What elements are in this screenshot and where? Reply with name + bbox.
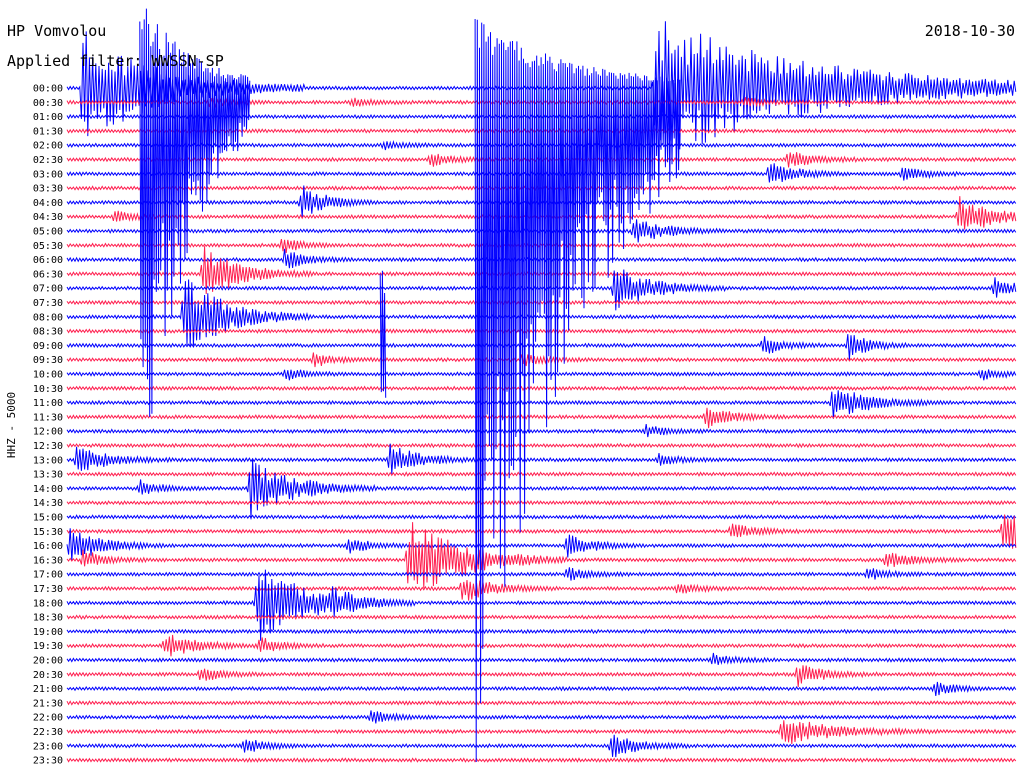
row-time-label: 01:30 [33, 126, 63, 137]
trace-line [66, 246, 1017, 295]
trace-line [66, 369, 1017, 381]
row-time-label: 09:00 [33, 341, 63, 352]
trace-line [66, 328, 1017, 334]
row-time-label: 12:30 [33, 441, 63, 452]
row-time-label: 06:30 [33, 269, 63, 280]
trace-line [66, 528, 1017, 562]
row-time-label: 11:30 [33, 412, 63, 423]
row-time-label: 21:00 [33, 684, 63, 695]
row-time-label: 17:30 [33, 584, 63, 595]
row-time-label: 06:00 [33, 255, 63, 266]
row-time-label: 12:00 [33, 427, 63, 438]
row-time-label: 13:30 [33, 470, 63, 481]
trace-line [66, 514, 1017, 520]
trace-line [66, 239, 1017, 254]
row-time-label: 18:00 [33, 598, 63, 609]
large-event-trace [474, 18, 681, 763]
row-time-label: 22:00 [33, 713, 63, 724]
trace-line [66, 665, 1017, 687]
trace-line [66, 424, 1017, 438]
row-time-label: 14:30 [33, 498, 63, 509]
large-event-trace [139, 8, 251, 417]
trace-line [66, 299, 1017, 306]
row-time-label: 23:00 [33, 741, 63, 752]
trace-line [66, 734, 1017, 758]
trace-layer [66, 8, 1017, 763]
row-time-label: 05:00 [33, 227, 63, 238]
row-time-label: 20:30 [33, 670, 63, 681]
trace-line [66, 634, 1017, 657]
row-time-label: 13:00 [33, 455, 63, 466]
row-time-label: 04:00 [33, 198, 63, 209]
y-axis-label: HHZ - 5000 [5, 392, 18, 458]
trace-line [66, 458, 1017, 520]
trace-line [66, 499, 1017, 506]
row-time-label: 20:00 [33, 656, 63, 667]
trace-line [66, 443, 1017, 474]
trace-line [66, 514, 1017, 549]
row-time-label: 11:00 [33, 398, 63, 409]
trace-line [66, 681, 1017, 696]
row-time-label: 16:00 [33, 541, 63, 552]
row-time-label: 10:00 [33, 370, 63, 381]
row-time-label: 19:00 [33, 627, 63, 638]
station-title: HP Vomvolou [7, 22, 106, 40]
trace-line [66, 580, 1017, 601]
trace-line [66, 652, 1017, 665]
trace-line [66, 710, 1017, 724]
row-time-label: 07:00 [33, 284, 63, 295]
row-time-label: 04:30 [33, 212, 63, 223]
trace-line [66, 567, 1017, 581]
trace-line [66, 279, 1017, 347]
trace-line [66, 352, 1017, 368]
row-time-label: 03:30 [33, 184, 63, 195]
trace-line [66, 757, 1017, 763]
row-time-label: 09:30 [33, 355, 63, 366]
trace-line [66, 614, 1017, 620]
trace-line [66, 569, 1017, 641]
trace-line [66, 385, 1017, 392]
row-time-label: 08:30 [33, 327, 63, 338]
row-time-label: 02:30 [33, 155, 63, 166]
row-time-label: 03:00 [33, 169, 63, 180]
row-time-label: 08:00 [33, 312, 63, 323]
row-time-label: 00:30 [33, 98, 63, 109]
trace-line [66, 390, 1017, 419]
trace-line [66, 720, 1017, 744]
trace-line [66, 628, 1017, 635]
row-time-label: 05:30 [33, 241, 63, 252]
row-time-label: 00:00 [33, 84, 63, 95]
trace-line [66, 700, 1017, 706]
trace-line [66, 522, 1017, 589]
row-time-label: 07:30 [33, 298, 63, 309]
row-time-label: 14:00 [33, 484, 63, 495]
row-time-label: 02:00 [33, 141, 63, 152]
filter-subtitle: Applied filter: WWSSN-SP [7, 52, 224, 70]
trace-line [66, 334, 1017, 360]
row-time-label: 15:00 [33, 513, 63, 524]
trace-line [66, 471, 1017, 477]
row-time-label: 22:30 [33, 727, 63, 738]
row-time-label: 16:30 [33, 555, 63, 566]
trace-line [66, 269, 1017, 311]
row-time-label: 18:30 [33, 613, 63, 624]
trace-line [66, 407, 1017, 429]
row-time-label: 19:30 [33, 641, 63, 652]
record-date: 2018-10-30 [925, 22, 1015, 40]
row-time-label: 10:30 [33, 384, 63, 395]
row-time-label: 01:00 [33, 112, 63, 123]
row-time-label: 15:30 [33, 527, 63, 538]
row-time-label: 23:30 [33, 756, 63, 767]
row-time-label: 17:00 [33, 570, 63, 581]
trace-line [66, 442, 1017, 449]
row-label-layer: 00:00 00:30 01:00 01:30 02:00 02:30 03:00 03:30… [33, 84, 63, 767]
row-time-label: 21:30 [33, 698, 63, 709]
large-event-trace [379, 270, 387, 398]
trace-line [66, 248, 1017, 269]
